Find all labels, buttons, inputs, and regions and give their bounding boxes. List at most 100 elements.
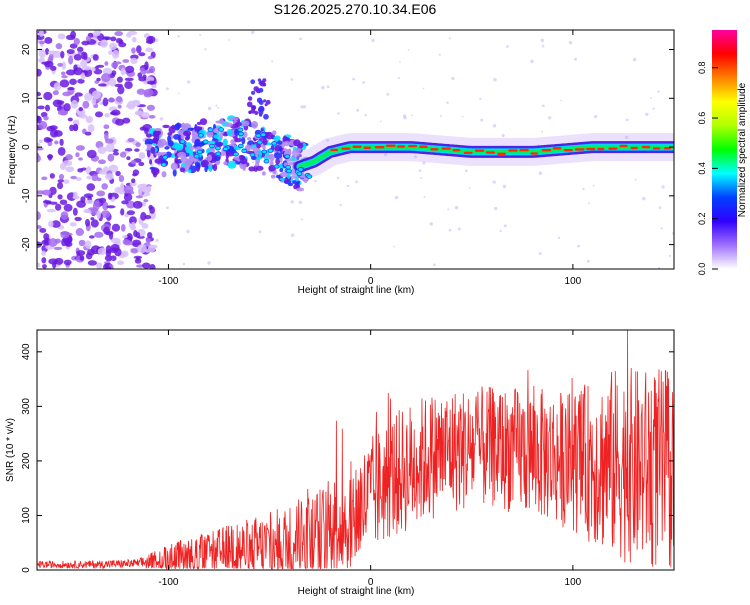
faint-blob [364, 113, 367, 117]
faint-blob [418, 169, 422, 172]
faint-blob [166, 206, 169, 210]
noise-blob [144, 61, 149, 71]
faint-blob [336, 176, 340, 180]
faint-blob [492, 124, 497, 128]
bright-spot [306, 174, 313, 179]
noise-blob [115, 96, 123, 103]
noise-blob [105, 266, 112, 269]
cloud-blob [219, 118, 224, 125]
faint-blob [560, 99, 562, 102]
faint-blob [461, 115, 464, 118]
faint-blob [166, 87, 169, 91]
noise-blob [67, 87, 75, 91]
cloud-blob [262, 138, 268, 146]
noise-blob [47, 154, 53, 161]
noise-blob [132, 173, 138, 177]
y-tick-label: 400 [21, 343, 32, 360]
noise-blob [104, 132, 109, 141]
noise-blob [75, 228, 84, 237]
cloud-blob [283, 141, 291, 147]
noise-blob [69, 78, 77, 85]
cloud-blob [151, 169, 159, 173]
x-tick-label: 0 [368, 577, 374, 588]
noise-blob [91, 173, 99, 182]
faint-blob [337, 112, 340, 115]
y-tick-label: 200 [21, 452, 32, 469]
faint-blob [506, 45, 509, 48]
faint-blob [217, 106, 219, 109]
cloud-blob [269, 160, 274, 167]
faint-blob [592, 184, 595, 187]
cloud-blob [146, 149, 151, 158]
bright-spot [284, 154, 291, 159]
bright-spot [255, 133, 262, 138]
noise-blob [116, 76, 123, 83]
faint-blob [186, 229, 190, 234]
noise-blob [85, 116, 94, 124]
noise-blob [145, 237, 151, 244]
faint-blob [468, 187, 471, 190]
ridge-core-mark [430, 148, 439, 151]
noise-blob [39, 227, 47, 233]
noise-blob [52, 90, 59, 96]
noise-blob [140, 185, 148, 192]
noise-blob [110, 36, 117, 42]
noise-blob [53, 82, 62, 91]
noise-blob [67, 117, 73, 122]
cloud-blob [204, 165, 208, 173]
ridge-core-mark [508, 149, 518, 152]
cloud-blob [268, 153, 275, 162]
noise-blob [141, 223, 149, 229]
noise-blob [137, 244, 147, 254]
noise-blob [91, 67, 96, 72]
noise-blob [84, 92, 93, 102]
cloud-blob [296, 143, 304, 149]
noise-blob [137, 72, 143, 78]
cloud-blob [295, 176, 299, 182]
cloud-blob [152, 171, 158, 178]
cloud-blob [149, 166, 156, 171]
ridge-core-mark [474, 149, 485, 152]
colorbar: 0.0 0.2 0.4 0.6 0.8 Normalized spectral ampl… [697, 30, 748, 275]
faint-blob [657, 90, 660, 93]
faint-blob [300, 218, 303, 221]
noise-blob [59, 79, 70, 88]
faint-blob [371, 38, 375, 43]
faint-blob [153, 72, 156, 75]
faint-blob [541, 130, 544, 133]
noise-blob [124, 77, 134, 82]
cloud-blob [206, 130, 214, 138]
faint-blob [660, 227, 663, 230]
noise-blob [142, 262, 151, 269]
noise-blob [120, 67, 126, 76]
noise-blob [62, 160, 73, 167]
cloud-blob [282, 135, 288, 141]
noise-blob [132, 101, 141, 107]
cloud-blob [258, 100, 264, 105]
faint-blob [399, 61, 401, 63]
faint-blob [362, 81, 365, 84]
noise-blob [100, 210, 111, 218]
bright-spot [237, 143, 244, 149]
cloud-blob [292, 179, 301, 185]
noise-blob [90, 217, 95, 221]
noise-blob [73, 53, 82, 61]
noise-blob [117, 85, 125, 95]
ridge-core-mark [619, 144, 628, 148]
cloud-blob [149, 159, 153, 165]
noise-blob [57, 62, 64, 67]
spectrogram-marks [37, 30, 674, 269]
cloud-blob [296, 187, 305, 192]
noise-blob [86, 149, 97, 159]
faint-blob [625, 135, 629, 140]
ridge-core-mark [563, 148, 573, 152]
faint-blob [542, 104, 545, 108]
noise-blob [106, 205, 116, 209]
cloud-blob [213, 134, 220, 139]
noise-blob [85, 35, 92, 42]
cloud-blob [199, 118, 208, 126]
faint-blob [204, 48, 207, 51]
faint-blob [397, 76, 400, 79]
y-tick-label: 20 [21, 44, 32, 56]
